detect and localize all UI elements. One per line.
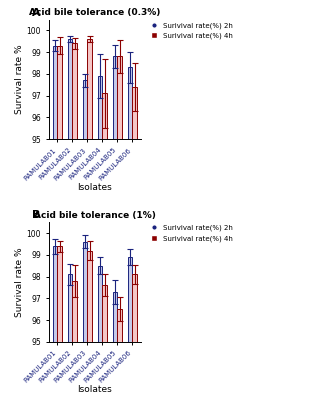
- Bar: [102, 94, 107, 139]
- Title: Acid bile tolerance (1%): Acid bile tolerance (1%): [34, 211, 156, 220]
- Y-axis label: Survival rate %: Survival rate %: [15, 44, 24, 114]
- Bar: [128, 67, 132, 139]
- Text: B: B: [32, 210, 40, 220]
- Bar: [83, 80, 87, 139]
- Bar: [102, 285, 107, 342]
- Bar: [113, 56, 117, 139]
- Legend: Surivival rate(%) 2h, Surivival rate(%) 4h: Surivival rate(%) 2h, Surivival rate(%) …: [145, 224, 234, 243]
- Bar: [83, 242, 87, 342]
- Bar: [57, 246, 62, 342]
- Bar: [87, 250, 92, 342]
- Bar: [57, 46, 62, 139]
- Bar: [53, 46, 57, 139]
- Bar: [53, 246, 57, 342]
- Bar: [98, 76, 102, 139]
- Bar: [72, 44, 77, 139]
- Bar: [128, 257, 132, 342]
- Bar: [72, 281, 77, 342]
- X-axis label: Isolates: Isolates: [78, 386, 112, 394]
- Y-axis label: Survival rate %: Survival rate %: [15, 247, 24, 317]
- Bar: [68, 274, 72, 342]
- X-axis label: Isolates: Isolates: [78, 183, 112, 192]
- Bar: [68, 39, 72, 139]
- Bar: [98, 266, 102, 342]
- Bar: [132, 274, 137, 342]
- Title: Acid bile tolerance (0.3%): Acid bile tolerance (0.3%): [29, 8, 160, 17]
- Legend: Surivival rate(%) 2h, Surivival rate(%) 4h: Surivival rate(%) 2h, Surivival rate(%) …: [145, 21, 234, 40]
- Text: A: A: [32, 8, 41, 18]
- Bar: [87, 39, 92, 139]
- Bar: [132, 87, 137, 139]
- Bar: [117, 56, 122, 139]
- Bar: [117, 309, 122, 342]
- Bar: [113, 292, 117, 342]
